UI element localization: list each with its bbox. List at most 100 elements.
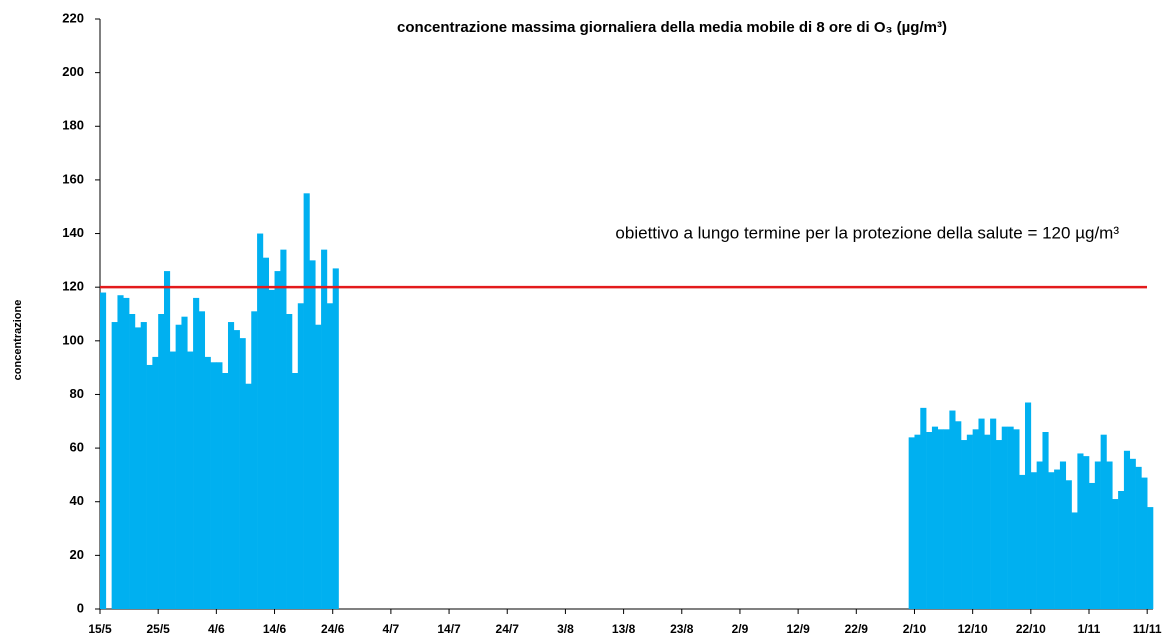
bar <box>146 364 153 609</box>
bar <box>152 356 159 609</box>
bar <box>321 249 328 610</box>
x-tick-label: 11/11 <box>1133 622 1162 636</box>
bar <box>949 410 956 609</box>
bar <box>984 434 991 609</box>
x-tick-label: 15/5 <box>88 622 112 636</box>
bar <box>1106 461 1113 609</box>
bar <box>908 437 915 609</box>
bar <box>1071 512 1078 609</box>
bar <box>233 330 240 609</box>
bar <box>961 440 968 609</box>
bar <box>1141 477 1148 609</box>
y-tick-label: 80 <box>70 386 84 401</box>
bar <box>1065 480 1072 609</box>
x-tick-label: 12/9 <box>786 622 810 636</box>
x-tick-label: 13/8 <box>612 622 636 636</box>
y-tick-label: 0 <box>77 600 84 615</box>
bar <box>1042 432 1049 609</box>
y-tick-label: 100 <box>62 332 84 347</box>
bar <box>210 362 217 609</box>
x-tick-label: 4/7 <box>383 622 400 636</box>
bar <box>204 356 211 609</box>
bar <box>926 432 933 609</box>
bar <box>326 303 334 609</box>
y-tick-label: 160 <box>62 171 84 186</box>
bar <box>286 314 293 609</box>
chart-title: concentrazione massima giornaliera della… <box>397 19 947 36</box>
bar <box>187 351 194 609</box>
bar <box>291 373 299 609</box>
bar <box>1129 458 1136 609</box>
x-tick-label: 22/10 <box>1016 622 1046 636</box>
bar <box>1001 426 1008 609</box>
bar <box>117 295 124 609</box>
bar <box>955 421 962 609</box>
y-tick-label: 220 <box>62 10 84 25</box>
y-tick-label: 60 <box>70 440 84 455</box>
x-tick-label: 12/10 <box>958 622 988 636</box>
bar <box>1083 456 1090 609</box>
bar <box>1059 461 1067 609</box>
bar <box>140 322 147 609</box>
x-tick-label: 14/6 <box>263 622 287 636</box>
bar <box>1100 434 1107 609</box>
bar <box>245 383 252 609</box>
x-tick-label: 1/11 <box>1078 622 1101 636</box>
bar <box>1094 461 1101 609</box>
bar <box>129 314 136 609</box>
bar <box>978 418 985 609</box>
bar <box>995 440 1003 609</box>
bar <box>297 303 304 609</box>
y-tick-label: 120 <box>62 279 84 294</box>
bar <box>1007 426 1014 609</box>
bar <box>216 362 223 609</box>
bar <box>123 297 130 609</box>
bar <box>158 314 165 609</box>
bar <box>1112 499 1119 609</box>
bar <box>268 289 275 609</box>
bar <box>1030 472 1037 609</box>
y-tick-label: 20 <box>70 547 84 562</box>
x-tick-label: 2/10 <box>903 622 927 636</box>
bar <box>181 316 188 609</box>
bar <box>163 271 171 609</box>
bar <box>966 434 973 609</box>
bar <box>309 260 316 609</box>
bar <box>257 233 264 609</box>
bar <box>943 429 950 609</box>
bar <box>134 327 142 609</box>
x-tick-label: 2/9 <box>732 622 749 636</box>
y-tick-label: 40 <box>70 493 84 508</box>
bar <box>111 322 118 609</box>
bar <box>1135 466 1142 609</box>
bar <box>1077 453 1084 609</box>
y-axis-label: concentrazione <box>12 300 24 381</box>
bar <box>175 324 182 609</box>
bar <box>100 292 107 609</box>
x-tick-label: 24/6 <box>321 622 345 636</box>
bar <box>262 257 270 609</box>
bar <box>227 322 235 609</box>
bar <box>193 297 200 609</box>
bar <box>280 249 287 610</box>
x-tick-label: 3/8 <box>557 622 574 636</box>
bar <box>1147 507 1154 609</box>
bar <box>1089 482 1096 609</box>
x-tick-label: 25/5 <box>146 622 170 636</box>
bar <box>303 193 310 609</box>
bar <box>315 324 322 609</box>
bar <box>274 271 281 609</box>
x-tick-label: 22/9 <box>845 622 869 636</box>
bar <box>1048 472 1055 609</box>
y-tick-label: 200 <box>62 64 84 79</box>
bar <box>972 429 979 609</box>
x-tick-label: 14/7 <box>437 622 461 636</box>
bar <box>332 268 339 609</box>
bar <box>1118 491 1125 609</box>
x-tick-label: 23/8 <box>670 622 694 636</box>
x-tick-label: 4/6 <box>208 622 225 636</box>
y-tick-label: 140 <box>62 225 84 240</box>
bar <box>239 338 246 609</box>
bar <box>937 429 944 609</box>
